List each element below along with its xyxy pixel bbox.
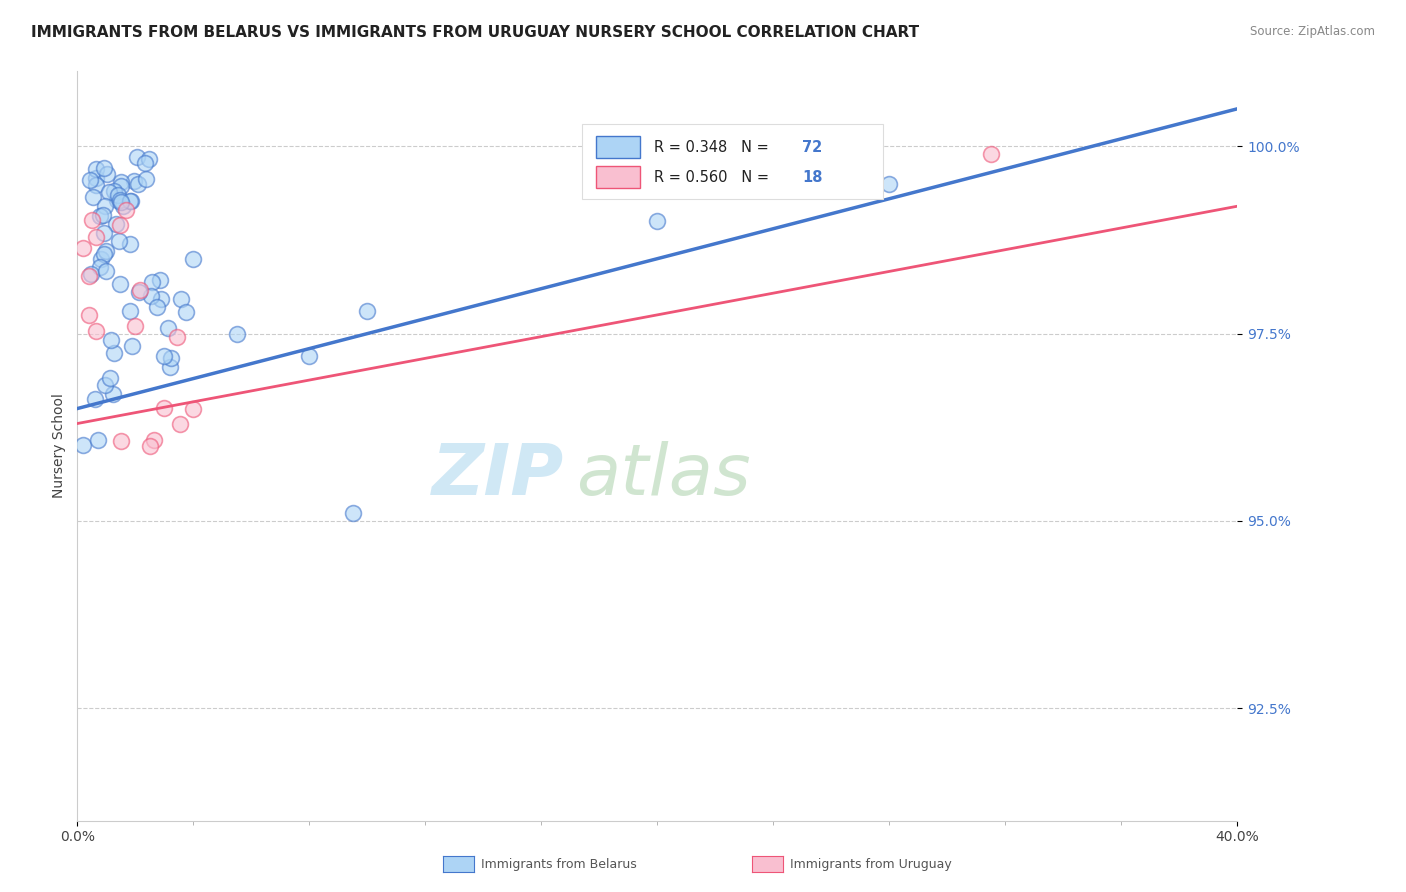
Point [120,194,142,209]
Y-axis label: Nursery School: Nursery School [52,393,66,499]
Point [89,209,111,223]
Point [93,378,115,392]
Point [103,185,125,199]
Point [82,190,104,204]
Point [89,260,111,275]
Point [120,237,142,252]
Point [77,269,100,284]
Point [97,185,120,199]
Point [647,214,669,228]
Text: IMMIGRANTS FROM BELARUS VS IMMIGRANTS FROM URUGUAY NURSERY SCHOOL CORRELATION CH: IMMIGRANTS FROM BELARUS VS IMMIGRANTS FR… [31,25,920,40]
Point [143,433,166,447]
Point [112,199,135,213]
Point [83,392,105,406]
Point [141,275,163,289]
Point [980,146,1002,161]
Point [121,339,143,353]
Point [107,187,129,202]
Text: 18: 18 [803,169,823,185]
Point [176,305,198,319]
Point [84,161,107,176]
Point [135,172,157,186]
Bar [596,136,640,158]
Point [94,244,117,258]
Point [84,170,107,185]
Point [166,330,188,344]
Point [90,252,112,266]
Bar [596,166,640,188]
Point [877,177,901,191]
Text: R = 0.560   N =: R = 0.560 N = [654,169,773,185]
Point [103,387,125,401]
Point [110,195,132,210]
Point [93,226,115,240]
Text: Immigrants from Uruguay: Immigrants from Uruguay [790,858,952,871]
Point [108,277,131,292]
Point [342,507,364,521]
Point [100,333,122,347]
Point [79,308,101,322]
Point [183,252,205,266]
Point [86,433,108,447]
Point [138,153,160,167]
Point [225,326,247,341]
Point [108,235,131,249]
Point [139,289,162,303]
Point [84,178,107,193]
Point [183,401,205,416]
Text: atlas: atlas [576,442,751,510]
Point [80,212,103,227]
Point [153,401,176,415]
Point [80,267,103,281]
Point [110,218,132,232]
Point [125,150,148,164]
Point [159,360,181,375]
Point [120,194,142,209]
Point [84,324,107,338]
Point [169,293,191,307]
Point [96,264,118,278]
Point [134,156,156,170]
Point [105,218,128,232]
Point [110,178,132,193]
Text: R = 0.348   N =: R = 0.348 N = [654,139,773,154]
Point [110,175,132,189]
Point [153,349,176,363]
Point [145,300,167,314]
Point [128,283,150,297]
Point [108,193,131,207]
Point [149,273,172,287]
Point [72,438,94,452]
Point [122,174,145,188]
Point [356,304,378,318]
Point [169,417,191,431]
Point [298,349,321,363]
Point [157,321,180,335]
Point [91,209,114,223]
Point [115,202,138,217]
Point [139,439,162,453]
Text: Immigrants from Belarus: Immigrants from Belarus [481,858,637,871]
Point [96,167,118,181]
Point [93,161,115,175]
Point [118,304,141,318]
Point [128,285,150,300]
FancyBboxPatch shape [582,124,883,199]
Point [124,319,146,334]
Text: 72: 72 [803,139,823,154]
Point [93,247,115,261]
Text: ZIP: ZIP [432,442,565,510]
Point [79,173,101,187]
Point [127,178,149,192]
Text: Source: ZipAtlas.com: Source: ZipAtlas.com [1250,25,1375,38]
Point [159,351,181,365]
Point [103,346,125,360]
Point [105,193,128,207]
Point [150,292,173,306]
Point [98,370,121,384]
Point [110,434,132,449]
Point [84,229,107,244]
Point [94,199,117,213]
Point [72,241,94,255]
